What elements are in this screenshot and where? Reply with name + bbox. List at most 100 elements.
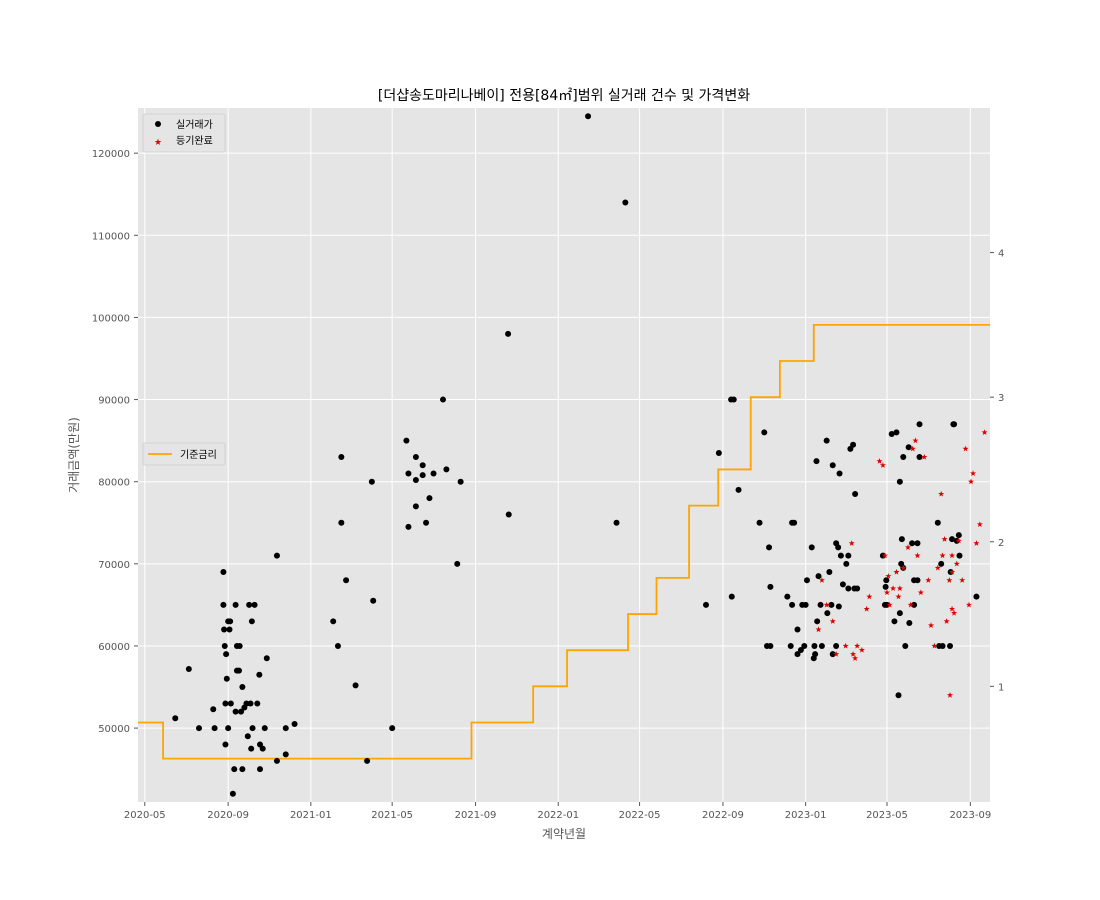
- trade-point: [263, 655, 270, 662]
- trade-point: [891, 618, 898, 625]
- trade-point: [338, 454, 345, 461]
- trade-point: [238, 708, 245, 715]
- registered-point: [854, 642, 861, 649]
- trade-point: [898, 536, 905, 543]
- registered-point: [896, 585, 903, 592]
- trade-point: [613, 519, 620, 526]
- y-tick-label: 60000: [98, 642, 130, 653]
- trade-point: [273, 757, 280, 764]
- registered-point: [959, 577, 966, 583]
- legend-middle-left: 기준금리: [142, 442, 226, 466]
- trade-point: [756, 519, 763, 526]
- x-tick-label: 2020-05: [124, 810, 166, 821]
- trade-point: [715, 449, 722, 456]
- legend-marker-trade: [155, 121, 161, 127]
- trade-point: [896, 610, 903, 617]
- y-tick-label: 70000: [98, 560, 130, 571]
- registered-point: [927, 622, 935, 629]
- trade-point: [412, 477, 419, 484]
- legend-top-left: 실거래가 ★ 등기완료: [142, 113, 226, 153]
- registered-point: [941, 535, 948, 542]
- trade-point: [426, 495, 433, 502]
- trade-point: [900, 454, 907, 461]
- trade-point: [229, 790, 236, 797]
- rate-step-line: [138, 323, 990, 760]
- trade-point: [232, 601, 239, 608]
- registered-point: [848, 540, 855, 546]
- trade-point: [368, 478, 375, 485]
- registered-point: [949, 605, 956, 612]
- trade-point: [291, 720, 298, 727]
- trade-point: [232, 708, 239, 715]
- registered-point: [973, 540, 980, 546]
- trade-point: [845, 552, 852, 559]
- registered-point: [949, 568, 956, 575]
- trade-point: [226, 626, 233, 633]
- registered-point: [917, 589, 924, 596]
- registered-point: [876, 457, 883, 464]
- trade-point: [888, 431, 895, 438]
- y-tick-label: 80000: [98, 478, 130, 489]
- registered-point: [886, 601, 893, 608]
- trade-point: [951, 421, 958, 428]
- trade-point: [227, 618, 234, 625]
- registered-point: [893, 568, 900, 575]
- trade-point: [895, 692, 902, 699]
- trade-point: [767, 583, 774, 590]
- trade-point: [239, 766, 246, 773]
- trade-point: [817, 601, 824, 608]
- trade-point: [403, 437, 410, 444]
- trade-point: [254, 700, 261, 707]
- trade-point: [273, 552, 280, 559]
- trade-point: [251, 601, 258, 608]
- trade-point: [789, 601, 796, 608]
- trade-point: [405, 523, 412, 530]
- trade-point: [824, 610, 831, 617]
- trade-point: [914, 577, 921, 584]
- y-tick-label: 100000: [92, 313, 130, 324]
- trade-point: [196, 725, 203, 732]
- x-tick-label: 2022-09: [702, 810, 744, 821]
- trade-point: [248, 745, 255, 752]
- trade-point: [423, 519, 430, 526]
- registered-point: [850, 650, 857, 657]
- chart-title: [더샵송도마리나베이] 전용[84㎡]범위 실거래 건수 및 가격변화: [378, 88, 750, 104]
- trade-point: [505, 511, 512, 518]
- x-tick-label: 2021-09: [455, 810, 497, 821]
- trade-point: [370, 597, 377, 604]
- registered-point: [866, 593, 873, 600]
- trade-point: [826, 569, 833, 576]
- trade-point: [949, 536, 956, 543]
- trade-point: [854, 585, 861, 592]
- registered-point: [955, 537, 962, 544]
- trade-point: [225, 725, 232, 732]
- trade-point: [222, 700, 229, 707]
- y2-tick-label: 1: [998, 682, 1004, 693]
- registered-point: [881, 552, 888, 559]
- trade-point: [836, 470, 843, 477]
- trade-point: [412, 454, 419, 461]
- registered-point: [970, 470, 977, 477]
- trade-point: [808, 544, 815, 551]
- trade-point: [911, 601, 918, 608]
- registered-point: [946, 577, 953, 583]
- trade-point: [955, 532, 962, 539]
- trade-point: [914, 540, 921, 547]
- trade-point: [837, 552, 844, 559]
- trade-point: [259, 745, 266, 752]
- trade-point: [235, 667, 242, 674]
- trade-point: [622, 199, 629, 206]
- trade-point: [247, 700, 254, 707]
- trade-point: [227, 700, 234, 707]
- legend-box: [142, 113, 226, 153]
- registered-point: [858, 646, 865, 653]
- trade-point: [172, 715, 179, 722]
- trade-point: [829, 651, 836, 658]
- trade-point: [787, 642, 794, 649]
- registered-point: [907, 601, 914, 608]
- x-tick-label: 2021-01: [290, 810, 332, 821]
- registered-point: [925, 577, 932, 583]
- trade-point: [956, 552, 963, 559]
- trade-point: [735, 486, 742, 493]
- registered-point: [890, 585, 897, 592]
